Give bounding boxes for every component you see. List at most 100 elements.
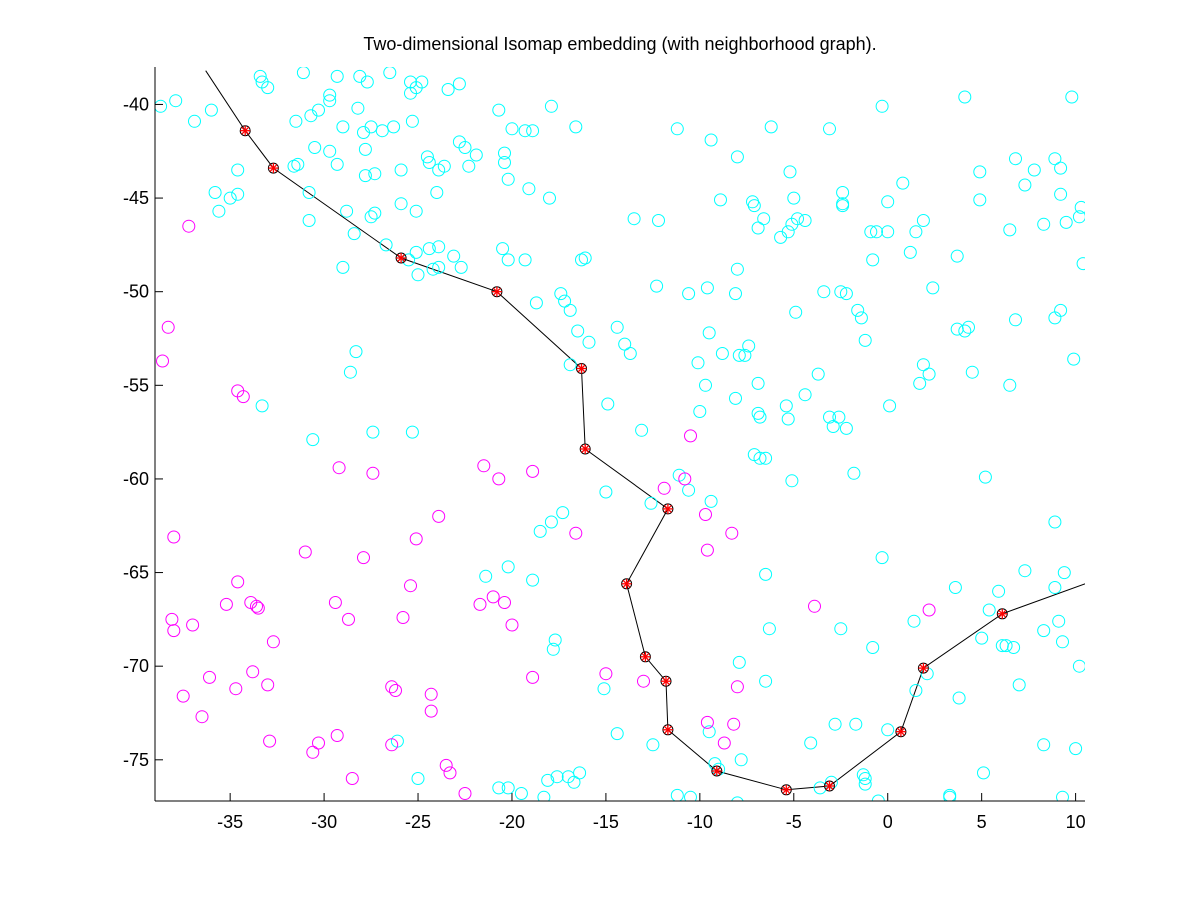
- cyan-point: [1056, 790, 1069, 801]
- magenta-point: [404, 579, 417, 593]
- cyan-point: [1069, 742, 1083, 756]
- cyan-point: [1054, 161, 1068, 175]
- cyan-point: [753, 410, 767, 424]
- magenta-point: [231, 575, 245, 589]
- cyan-point: [405, 114, 419, 128]
- magenta-point: [389, 684, 402, 697]
- cyan-point: [537, 790, 551, 801]
- path-marker-star: [896, 727, 905, 736]
- magenta-point: [458, 787, 472, 800]
- magenta-point: [717, 736, 731, 750]
- y-tick-label: -65: [123, 563, 149, 583]
- cyan-point: [548, 633, 562, 647]
- path-marker: [662, 724, 674, 736]
- cyan-point: [351, 101, 365, 115]
- magenta-point: [263, 734, 277, 748]
- cyan-point: [858, 772, 872, 785]
- magenta-point: [684, 429, 697, 443]
- cyan-point: [169, 94, 183, 108]
- magenta-point: [526, 670, 540, 684]
- cyan-point: [578, 251, 592, 265]
- cyan-point: [1009, 313, 1022, 327]
- magenta-point: [678, 472, 692, 486]
- cyan-point: [785, 474, 799, 488]
- cyan-point: [296, 67, 310, 80]
- cyan-point: [498, 156, 511, 169]
- magenta-point: [486, 590, 500, 604]
- cyan-point: [702, 725, 716, 739]
- cyan-point: [896, 176, 910, 190]
- path-marker: [395, 252, 407, 264]
- path-marker-star: [825, 782, 834, 790]
- magenta-point: [396, 611, 410, 624]
- cyan-point: [691, 356, 705, 370]
- cyan-point: [950, 249, 964, 263]
- cyan-point: [730, 150, 744, 164]
- path-marker: [895, 726, 907, 738]
- cyan-point: [704, 494, 718, 508]
- cyan-point: [501, 781, 515, 795]
- cyan-point: [543, 191, 556, 205]
- cyan-point: [731, 796, 744, 801]
- cyan-point: [670, 122, 684, 136]
- cyan-point: [330, 157, 344, 171]
- magenta-point: [186, 618, 200, 632]
- cyan-point: [563, 358, 577, 372]
- cyan-point: [522, 182, 536, 196]
- magenta-point: [167, 624, 181, 638]
- magenta-point: [526, 464, 540, 478]
- cyan-point: [851, 303, 865, 317]
- cyan-point: [366, 425, 380, 439]
- cyan-point: [759, 674, 773, 688]
- magenta-point: [730, 680, 744, 694]
- cyan-point: [828, 717, 842, 731]
- cyan-point: [883, 399, 897, 413]
- cyan-point: [567, 775, 581, 789]
- magenta-point: [505, 618, 519, 632]
- magenta-point: [439, 758, 453, 772]
- cyan-point: [759, 451, 773, 465]
- x-tick-label: -20: [499, 812, 525, 832]
- cyan-point: [854, 311, 868, 325]
- cyan-point: [212, 204, 226, 218]
- cyan-point: [682, 287, 696, 301]
- cyan-point: [550, 770, 564, 784]
- cyan-point: [349, 345, 363, 359]
- cyan-point: [783, 165, 797, 179]
- x-tick-label: -15: [593, 812, 619, 832]
- cyan-point: [452, 77, 466, 91]
- cyan-point: [978, 470, 992, 484]
- cyan-point: [582, 335, 596, 349]
- cyan-point: [383, 67, 397, 80]
- cyan-point: [1037, 738, 1051, 752]
- cyan-point: [601, 397, 615, 411]
- cyan-point: [496, 242, 510, 256]
- cyan-point: [813, 781, 827, 795]
- cyan-point: [492, 103, 506, 117]
- cyan-point: [975, 631, 989, 645]
- magenta-point: [229, 682, 243, 696]
- cyan-point: [834, 622, 848, 636]
- cyan-point: [866, 641, 880, 654]
- y-tick-label: -75: [123, 750, 149, 770]
- path-marker: [662, 503, 674, 515]
- cyan-point: [1054, 303, 1068, 317]
- y-tick-label: -55: [123, 375, 149, 395]
- cyan-point: [505, 122, 519, 136]
- cyan-point: [909, 225, 923, 239]
- cyan-point: [223, 191, 237, 205]
- cyan-point: [1012, 678, 1026, 692]
- cyan-point: [804, 736, 818, 750]
- magenta-point: [342, 612, 355, 626]
- magenta-point: [922, 603, 936, 617]
- cyan-point: [781, 225, 795, 239]
- cyan-point: [849, 717, 863, 731]
- cyan-point: [1037, 624, 1051, 638]
- cyan-point: [635, 423, 649, 437]
- magenta-point: [700, 543, 714, 557]
- cyan-point: [700, 281, 714, 295]
- cyan-point: [781, 412, 795, 426]
- cyan-point: [871, 794, 885, 801]
